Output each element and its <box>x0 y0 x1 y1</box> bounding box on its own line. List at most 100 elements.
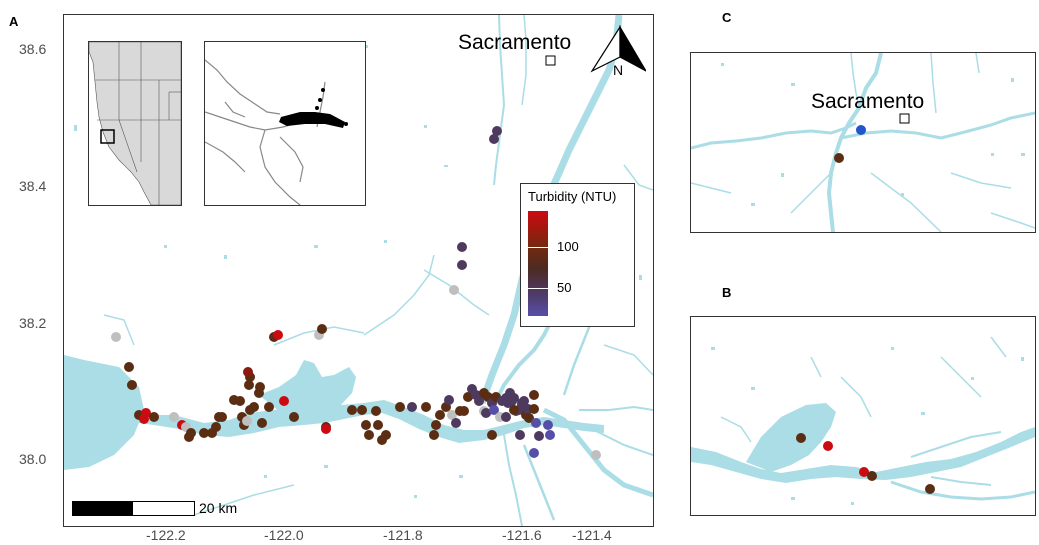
site-point <box>796 433 806 443</box>
site-point <box>517 398 527 408</box>
site-point <box>235 396 245 406</box>
sacramento-river <box>478 15 623 405</box>
x-tick-label: -121.6 <box>502 527 542 543</box>
site-point <box>111 332 121 342</box>
site-point <box>317 324 327 334</box>
site-point <box>859 467 869 477</box>
site-point <box>127 380 137 390</box>
study-area-box <box>100 129 115 144</box>
site-point <box>431 420 441 430</box>
site-point <box>444 395 454 405</box>
site-point <box>534 431 544 441</box>
legend-tick <box>528 288 548 289</box>
site-point <box>435 410 445 420</box>
site-point <box>257 418 267 428</box>
site-point <box>273 330 283 340</box>
site-point <box>242 416 252 426</box>
north-arrow-icon <box>590 25 646 73</box>
sacramento-marker-c <box>899 113 910 124</box>
site-point <box>487 430 497 440</box>
site-point <box>515 430 525 440</box>
site-point <box>149 412 159 422</box>
site-point <box>457 242 467 252</box>
site-point <box>449 285 459 295</box>
water-channel-b <box>691 427 1035 483</box>
x-tick-label: -121.8 <box>383 527 423 543</box>
site-point <box>823 441 833 451</box>
sacramento-marker <box>545 55 556 66</box>
y-tick-label: 38.2 <box>19 315 47 331</box>
site-point <box>347 405 357 415</box>
panel-label-a: A <box>9 14 19 29</box>
y-tick-label: 38.0 <box>19 451 47 467</box>
site-point <box>243 367 253 377</box>
site-point <box>244 380 254 390</box>
inset-western-us <box>88 41 182 206</box>
site-point <box>357 405 367 415</box>
sacramento-label: Sacramento <box>458 31 572 54</box>
site-point <box>543 420 553 430</box>
site-point <box>451 418 461 428</box>
panel-c-svg <box>691 53 1035 232</box>
water-bay <box>64 355 144 470</box>
site-point <box>255 382 265 392</box>
north-arrow-label: N <box>613 62 624 78</box>
site-point <box>492 126 502 136</box>
site-point <box>421 402 431 412</box>
site-point <box>364 430 374 440</box>
turbidity-legend: Turbidity (NTU) 100 50 <box>520 183 635 327</box>
site-point <box>463 392 473 402</box>
legend-label-50: 50 <box>557 280 572 295</box>
scale-bar-label: 20 km <box>199 500 238 516</box>
legend-color-bar <box>528 211 548 316</box>
panel-label-c: C <box>722 10 732 25</box>
site-point <box>489 405 499 415</box>
site-point <box>321 424 331 434</box>
site-point <box>211 422 221 432</box>
site-point <box>361 420 371 430</box>
site-point <box>186 428 196 438</box>
sampling-sites-layer <box>111 126 601 460</box>
site-point <box>834 153 844 163</box>
site-point <box>531 418 541 428</box>
water-bay-b <box>746 403 836 472</box>
site-point <box>867 471 877 481</box>
site-point <box>169 412 179 422</box>
site-point <box>457 260 467 270</box>
sacramento-label-c: Sacramento <box>811 90 925 113</box>
site-point <box>381 430 391 440</box>
x-tick-label: -121.4 <box>572 527 612 543</box>
site-point <box>529 404 539 414</box>
site-point <box>139 414 149 424</box>
site-point <box>529 448 539 458</box>
site-point <box>429 430 439 440</box>
site-point <box>289 412 299 422</box>
scale-bar <box>72 501 195 516</box>
site-point <box>501 412 511 422</box>
legend-label-100: 100 <box>557 239 579 254</box>
site-point <box>545 430 555 440</box>
legend-title: Turbidity (NTU) <box>528 189 617 204</box>
site-point <box>489 134 499 144</box>
panel-b-map <box>690 316 1036 516</box>
y-tick-label: 38.4 <box>19 178 47 194</box>
site-point <box>529 390 539 400</box>
site-point <box>509 405 519 415</box>
x-tick-label: -122.2 <box>146 527 186 543</box>
site-point <box>856 125 866 135</box>
site-point <box>395 402 405 412</box>
site-point <box>447 410 457 420</box>
water-suisun-bay <box>139 400 604 443</box>
site-point <box>481 408 491 418</box>
y-tick-label: 38.6 <box>19 41 47 57</box>
panel-label-b: B <box>722 285 732 300</box>
site-point <box>217 412 227 422</box>
site-point <box>407 402 417 412</box>
site-point <box>371 406 381 416</box>
site-point <box>264 402 274 412</box>
site-point <box>503 398 513 408</box>
x-tick-label: -122.0 <box>264 527 304 543</box>
site-point <box>199 428 209 438</box>
legend-tick <box>528 247 548 248</box>
site-point <box>124 362 134 372</box>
